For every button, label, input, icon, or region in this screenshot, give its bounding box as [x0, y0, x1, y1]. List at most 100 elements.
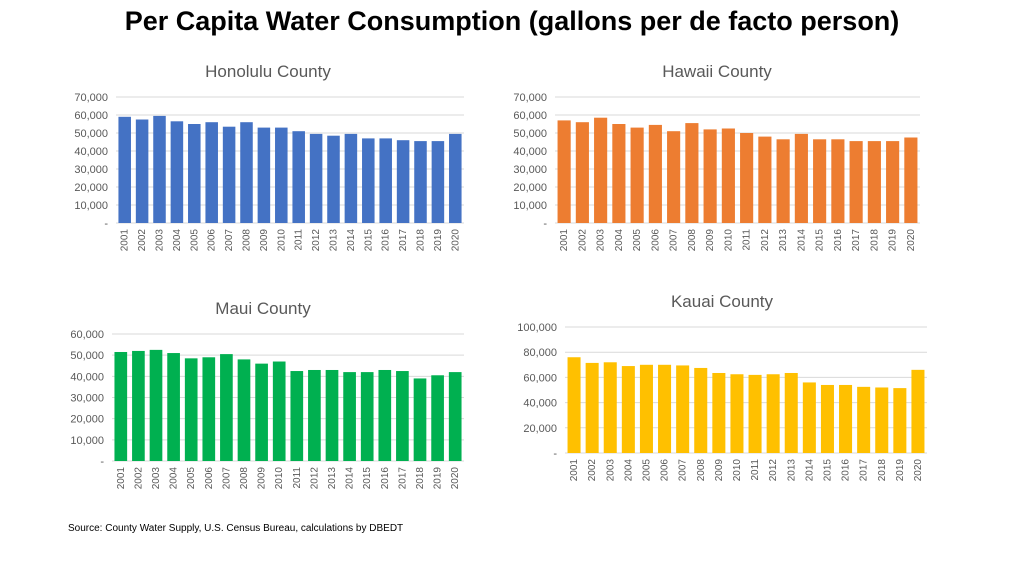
- y-tick-label: 20,000: [70, 414, 104, 426]
- x-tick-label: 2020: [450, 467, 461, 490]
- x-tick-label: 2006: [204, 467, 215, 490]
- bar: [188, 124, 201, 223]
- x-tick-label: 2017: [859, 459, 870, 482]
- x-tick-label: 2011: [742, 229, 753, 251]
- y-tick-label: 10,000: [70, 435, 104, 447]
- y-tick-label: 40,000: [513, 146, 547, 158]
- y-tick-label: 80,000: [523, 347, 557, 359]
- bar: [712, 372, 726, 453]
- x-tick-label: 2014: [804, 459, 815, 482]
- x-tick-label: 2012: [309, 467, 320, 490]
- bar: [621, 366, 635, 453]
- bar: [594, 117, 608, 223]
- bar: [776, 139, 790, 223]
- x-tick-label: 2012: [768, 459, 779, 482]
- y-tick-label: 50,000: [513, 128, 547, 140]
- x-tick-label: 2015: [362, 467, 373, 490]
- bar: [886, 141, 900, 223]
- y-tick-label: 60,000: [70, 329, 104, 341]
- bar: [325, 369, 339, 461]
- x-tick-label: 2020: [913, 459, 924, 482]
- bar: [167, 353, 180, 461]
- bar: [448, 372, 462, 461]
- x-tick-label: 2016: [381, 229, 392, 252]
- x-tick-label: 2004: [614, 229, 625, 252]
- bar: [740, 133, 754, 223]
- y-tick-label: 10,000: [513, 200, 547, 212]
- x-tick-label: 2020: [906, 229, 917, 252]
- y-tick-label: 30,000: [513, 164, 547, 176]
- x-tick-label: 2007: [221, 467, 232, 490]
- chart-title: Maui County: [215, 299, 311, 318]
- y-tick-label: 20,000: [523, 423, 557, 435]
- x-tick-label: 2001: [559, 229, 570, 252]
- bar: [676, 365, 690, 453]
- x-tick-label: 2006: [660, 459, 671, 482]
- x-tick-label: 2018: [416, 229, 427, 252]
- x-tick-label: 2007: [669, 229, 680, 252]
- x-tick-label: 2016: [841, 459, 852, 482]
- bar: [758, 136, 772, 223]
- y-tick-label: 60,000: [513, 110, 547, 122]
- bar: [170, 121, 184, 223]
- y-tick-label: 50,000: [74, 128, 108, 140]
- y-tick-label: -: [104, 218, 108, 230]
- bar: [857, 386, 871, 453]
- x-tick-label: 2015: [815, 229, 826, 252]
- y-tick-label: 20,000: [74, 182, 108, 194]
- bar: [703, 129, 717, 223]
- x-tick-label: 2004: [172, 229, 183, 252]
- x-tick-label: 2011: [292, 467, 303, 489]
- x-tick-label: 2018: [869, 229, 880, 252]
- y-tick-label: 60,000: [523, 372, 557, 384]
- x-tick-label: 2019: [433, 229, 444, 252]
- x-tick-label: 2006: [207, 229, 218, 252]
- x-tick-label: 2014: [796, 229, 807, 252]
- x-tick-label: 2004: [169, 467, 180, 490]
- x-tick-label: 2017: [851, 229, 862, 252]
- bar: [290, 371, 304, 461]
- bar: [575, 122, 589, 223]
- kauai-chart: Kauai County - 20,000 40,000 60,000 80,000 100…: [517, 292, 927, 482]
- chart-title: Hawaii County: [662, 62, 772, 81]
- bar: [202, 357, 216, 461]
- x-tick-label: 2012: [311, 229, 322, 252]
- bar: [114, 351, 128, 461]
- bar: [275, 127, 288, 223]
- bar: [255, 363, 268, 461]
- bar: [327, 135, 340, 223]
- x-tick-label: 2013: [327, 467, 338, 490]
- x-tick-label: 2010: [732, 459, 743, 482]
- y-tick-label: 40,000: [523, 398, 557, 410]
- bar: [257, 127, 271, 223]
- x-tick-label: 2013: [329, 229, 340, 252]
- bar: [766, 374, 780, 453]
- bar: [240, 122, 253, 223]
- x-tick-label: 2006: [650, 229, 661, 252]
- y-tick-label: -: [543, 218, 547, 230]
- bar: [237, 359, 251, 461]
- x-tick-label: 2010: [276, 229, 287, 252]
- x-tick-label: 2007: [224, 229, 235, 252]
- bar: [867, 141, 881, 223]
- bar: [820, 384, 834, 453]
- bar: [875, 387, 889, 453]
- x-tick-label: 2005: [186, 467, 197, 490]
- bar: [802, 382, 816, 453]
- x-tick-label: 2010: [274, 467, 285, 490]
- bar: [612, 124, 626, 223]
- bar: [118, 116, 131, 223]
- x-tick-label: 2017: [397, 467, 408, 490]
- bar: [813, 139, 827, 223]
- x-tick-label: 2010: [723, 229, 734, 252]
- bar: [362, 138, 375, 223]
- maui-chart: Maui County - 10,000 20,000 30,000 40,000 50,0…: [70, 299, 464, 490]
- x-tick-label: 2013: [778, 229, 789, 252]
- x-tick-label: 2019: [433, 467, 444, 490]
- y-tick-label: 70,000: [513, 92, 547, 104]
- bar: [379, 138, 392, 223]
- bar: [149, 349, 163, 461]
- y-tick-label: -: [100, 456, 104, 468]
- x-tick-label: 2008: [696, 459, 707, 482]
- x-tick-label: 2014: [345, 467, 356, 490]
